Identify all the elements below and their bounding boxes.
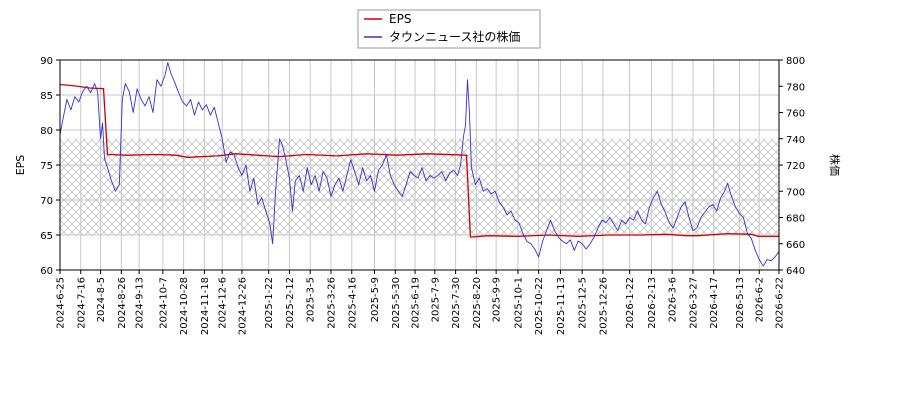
legend: EPS タウンニュース社の株価 xyxy=(357,9,541,49)
x-tick-label: 2024-8-5 xyxy=(96,277,107,322)
x-tick-label: 2024-12-6 xyxy=(218,277,229,329)
x-tick-label: 2024-10-28 xyxy=(179,277,190,335)
x-tick-label: 2025-11-13 xyxy=(556,277,567,335)
x-tick-label: 2026-3-6 xyxy=(668,277,679,322)
x-tick-label: 2024-9-13 xyxy=(135,277,146,329)
eps-series-line xyxy=(60,83,779,238)
stock-price-series-line xyxy=(60,62,779,267)
hatched-band xyxy=(60,138,779,236)
right-axis-title: 株価 xyxy=(828,154,842,176)
x-tick-label: 2024-7-16 xyxy=(76,277,87,329)
x-tick-label: 2026-1-22 xyxy=(625,277,636,329)
x-tick-label: 2024-8-26 xyxy=(117,277,128,329)
x-tick-label: 2026-3-27 xyxy=(688,277,699,329)
right-tick-label: 680 xyxy=(786,214,805,225)
left-tick-label: 85 xyxy=(40,91,53,102)
x-tick-label: 2025-12-26 xyxy=(598,277,609,335)
x-tick-label: 2025-6-19 xyxy=(411,277,422,329)
x-tick-label: 2026-6-2 xyxy=(755,277,766,322)
x-tick-label: 2025-10-1 xyxy=(513,277,524,329)
left-tick-label: 75 xyxy=(40,161,53,172)
x-tick-label: 2025-7-30 xyxy=(451,277,462,329)
right-tick-label: 800 xyxy=(786,56,805,67)
legend-label-stock: タウンニュース社の株価 xyxy=(389,29,520,44)
x-tick-label: 2025-2-12 xyxy=(285,277,296,329)
x-tick-label: 2026-2-13 xyxy=(647,277,658,329)
right-tick-label: 660 xyxy=(786,240,805,251)
legend-box xyxy=(357,9,541,49)
right-tick-label: 720 xyxy=(786,161,805,172)
x-tick-label: 2025-3-26 xyxy=(326,277,337,329)
right-tick-label: 740 xyxy=(786,135,805,146)
x-tick-label: 2025-3-5 xyxy=(306,277,317,322)
x-tick-label: 2024-10-7 xyxy=(158,277,169,329)
x-tick-label: 2025-1-22 xyxy=(264,277,275,329)
x-tick-label: 2025-8-20 xyxy=(472,277,483,329)
x-tick-label: 2025-12-5 xyxy=(578,277,589,329)
x-tick-label: 2024-6-25 xyxy=(56,277,67,329)
left-tick-label: 80 xyxy=(40,126,53,137)
x-tick-label: 2025-10-22 xyxy=(534,277,545,335)
x-tick-label: 2025-7-9 xyxy=(430,277,441,322)
x-tick-label: 2025-4-16 xyxy=(347,277,358,329)
left-axis-title: EPS xyxy=(14,155,27,176)
x-tick-label: 2026-5-13 xyxy=(735,277,746,329)
x-tick-label: 2024-12-26 xyxy=(237,277,248,335)
left-tick-label: 65 xyxy=(40,231,53,242)
right-tick-label: 700 xyxy=(786,187,805,198)
right-tick-label: 760 xyxy=(786,109,805,120)
legend-label-eps: EPS xyxy=(389,12,411,26)
left-tick-label: 70 xyxy=(40,196,53,207)
left-tick-label: 60 xyxy=(40,266,53,277)
x-tick-label: 2025-5-9 xyxy=(370,277,381,322)
x-tick-label: 2026-6-22 xyxy=(775,277,786,329)
x-tick-label: 2026-4-17 xyxy=(709,277,720,329)
x-tick-label: 2025-9-9 xyxy=(492,277,503,322)
x-tick-label: 2024-11-18 xyxy=(200,277,211,335)
left-tick-label: 90 xyxy=(40,56,53,67)
right-tick-label: 640 xyxy=(786,266,805,277)
x-tick-label: 2025-5-30 xyxy=(391,277,402,329)
right-tick-label: 780 xyxy=(786,82,805,93)
